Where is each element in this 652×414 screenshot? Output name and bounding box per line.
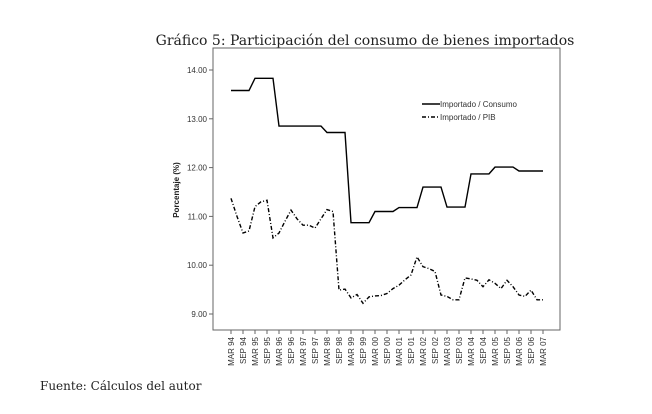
legend-label-consumo: Importado / Consumo — [440, 100, 517, 109]
x-tick-label: SEP 06 — [527, 336, 536, 364]
chart-title: Gráfico 5: Participación del consumo de … — [156, 33, 575, 49]
legend: Importado / Consumo Importado / PIB — [422, 100, 517, 122]
source-note: Fuente: Cálculos del autor — [40, 379, 202, 393]
x-tick-label: MAR 00 — [371, 336, 380, 365]
x-tick-label: SEP 03 — [455, 336, 464, 364]
x-tick-label: SEP 99 — [359, 336, 368, 364]
x-tick-label: MAR 06 — [515, 336, 524, 365]
x-tick-label: SEP 98 — [335, 336, 344, 364]
x-tick-label: MAR 05 — [491, 336, 500, 365]
y-axis-label: Porcentaje (%) — [172, 162, 181, 218]
x-tick-label: MAR 99 — [347, 336, 356, 365]
x-tick-label: MAR 02 — [419, 336, 428, 365]
x-tick-label: MAR 01 — [395, 336, 404, 365]
x-tick-label: SEP 00 — [383, 336, 392, 364]
y-tick-label: 13.00 — [187, 115, 208, 124]
x-tick-label: SEP 94 — [239, 336, 248, 364]
x-tick-label: SEP 02 — [431, 336, 440, 364]
y-tick-label: 9.00 — [191, 310, 207, 319]
series-line-consumo — [231, 77, 543, 224]
x-tick-label: SEP 04 — [479, 336, 488, 364]
y-tick-label: 10.00 — [187, 261, 208, 270]
y-tick-label: 14.00 — [187, 66, 208, 75]
x-tick-label: MAR 96 — [275, 336, 284, 365]
plot-frame — [212, 47, 561, 331]
x-tick-label: MAR 95 — [251, 336, 260, 365]
y-tick-label: 12.00 — [187, 164, 208, 173]
x-tick-label: SEP 96 — [287, 336, 296, 364]
y-tick-label: 11.00 — [188, 212, 208, 221]
x-tick-label: MAR 98 — [323, 336, 332, 365]
legend-label-pib: Importado / PIB — [440, 113, 496, 122]
x-tick-label: MAR 03 — [443, 336, 452, 365]
x-tick-label: MAR 94 — [227, 336, 236, 365]
x-tick-label: MAR 07 — [539, 336, 548, 365]
x-tick-label: MAR 97 — [299, 336, 308, 365]
x-tick-label: SEP 05 — [503, 336, 512, 364]
series-line-pib — [230, 198, 543, 305]
x-tick-label: SEP 95 — [263, 336, 272, 364]
x-tick-label: SEP 97 — [311, 336, 320, 364]
x-tick-label: MAR 04 — [467, 336, 476, 365]
x-tick-label: SEP 01 — [407, 336, 416, 364]
